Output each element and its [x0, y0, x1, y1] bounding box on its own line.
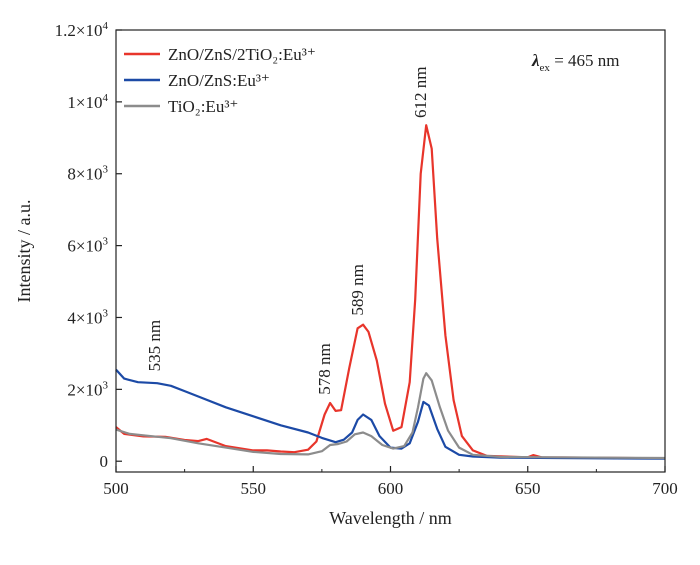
peak-label-3: 612 nm	[411, 67, 430, 118]
series-line-0	[115, 124, 666, 460]
x-tick-label: 500	[103, 479, 129, 498]
y-axis-title: Intensity / a.u.	[14, 200, 34, 303]
legend-label-1: ZnO/ZnS:Eu³⁺	[168, 71, 270, 90]
y-tick-label: 6×103	[67, 236, 108, 256]
y-tick-label: 0	[100, 452, 109, 471]
y-tick-label: 8×103	[67, 164, 108, 184]
legend-label-0: ZnO/ZnS/2TiO₂:Eu³⁺	[168, 45, 316, 64]
legend: ZnO/ZnS/2TiO₂:Eu³⁺ ZnO/ZnS:Eu³⁺ TiO₂:Eu³⁺	[124, 45, 316, 116]
peak-label-2: 589 nm	[348, 264, 367, 315]
y-tick-label: 4×103	[67, 307, 108, 327]
x-axis-title: Wavelength / nm	[329, 508, 452, 528]
series-layer	[115, 124, 666, 460]
x-tick-label: 550	[241, 479, 267, 498]
legend-label-2: TiO₂:Eu³⁺	[168, 97, 238, 116]
peak-annotations: 535 nm 578 nm 589 nm 612 nm	[145, 67, 430, 395]
x-tick-label: 700	[652, 479, 678, 498]
peak-label-0: 535 nm	[145, 320, 164, 371]
y-tick-label: 2×103	[67, 379, 108, 399]
excitation-wavelength-label: λex = 465 nm	[531, 51, 620, 74]
peak-label-1: 578 nm	[315, 343, 334, 394]
y-tick-label: 1.2×104	[55, 20, 109, 40]
x-tick-label: 650	[515, 479, 541, 498]
y-tick-label: 1×104	[67, 92, 108, 112]
series-line-2	[115, 372, 666, 460]
series-line-1	[115, 368, 666, 460]
x-tick-label: 600	[378, 479, 404, 498]
tick-layer: 500 550 600 650 700 0 2×103 4×103 6×103 8×103 1×10…	[55, 20, 678, 498]
